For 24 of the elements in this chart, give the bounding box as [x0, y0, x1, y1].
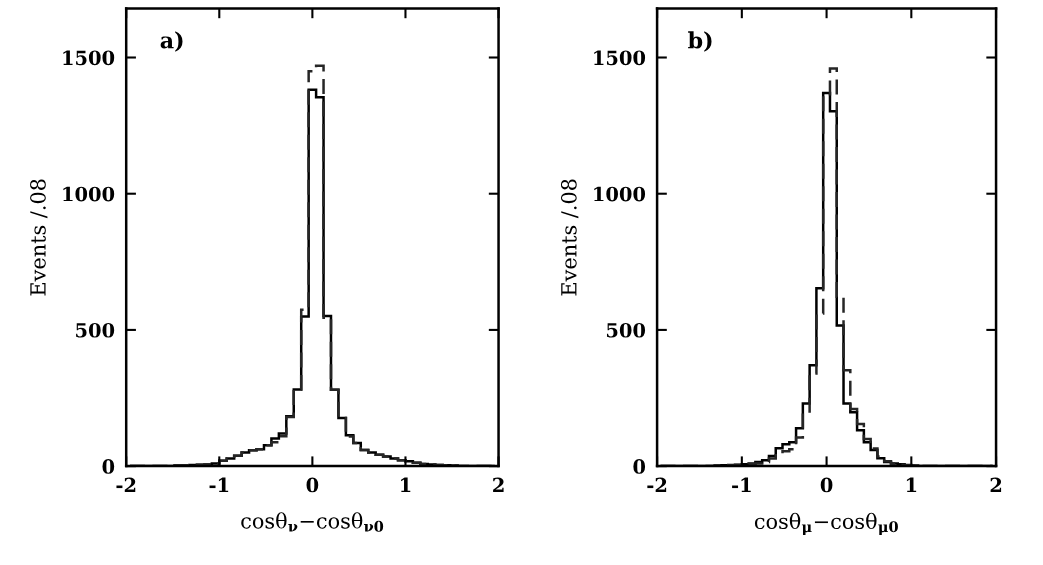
x-tick-label: -2 — [647, 477, 667, 493]
y-axis-title: Events /.08 — [560, 179, 579, 296]
x-tick-label: 2 — [990, 477, 1002, 493]
annotation: b) — [688, 31, 712, 52]
y-tick-label: 1000 — [63, 186, 115, 202]
x-axis-title: cosθ$_{ν}$−cosθ$_{ν0}$ — [241, 512, 384, 532]
x-tick-label: -2 — [116, 477, 136, 493]
annotation: a) — [160, 31, 183, 52]
x-tick-label: 0 — [306, 477, 319, 493]
x-tick-label: -1 — [732, 477, 751, 493]
y-tick-label: 1500 — [63, 50, 115, 66]
y-tick-label: 500 — [606, 322, 646, 338]
y-tick-label: 1500 — [594, 50, 646, 66]
x-tick-label: 1 — [401, 477, 411, 493]
y-tick-label: 1000 — [594, 186, 646, 202]
x-tick-label: 0 — [820, 477, 833, 493]
y-axis-title: Events /.08 — [30, 179, 48, 296]
y-tick-label: 0 — [102, 459, 115, 474]
x-axis-title: cosθ$_{μ}$−cosθ$_{μ0}$ — [754, 512, 898, 536]
x-tick-label: -1 — [209, 477, 229, 493]
x-tick-label: 1 — [906, 477, 917, 493]
x-tick-label: 2 — [493, 477, 504, 493]
y-tick-label: 500 — [76, 322, 115, 338]
y-tick-label: 0 — [633, 459, 646, 474]
